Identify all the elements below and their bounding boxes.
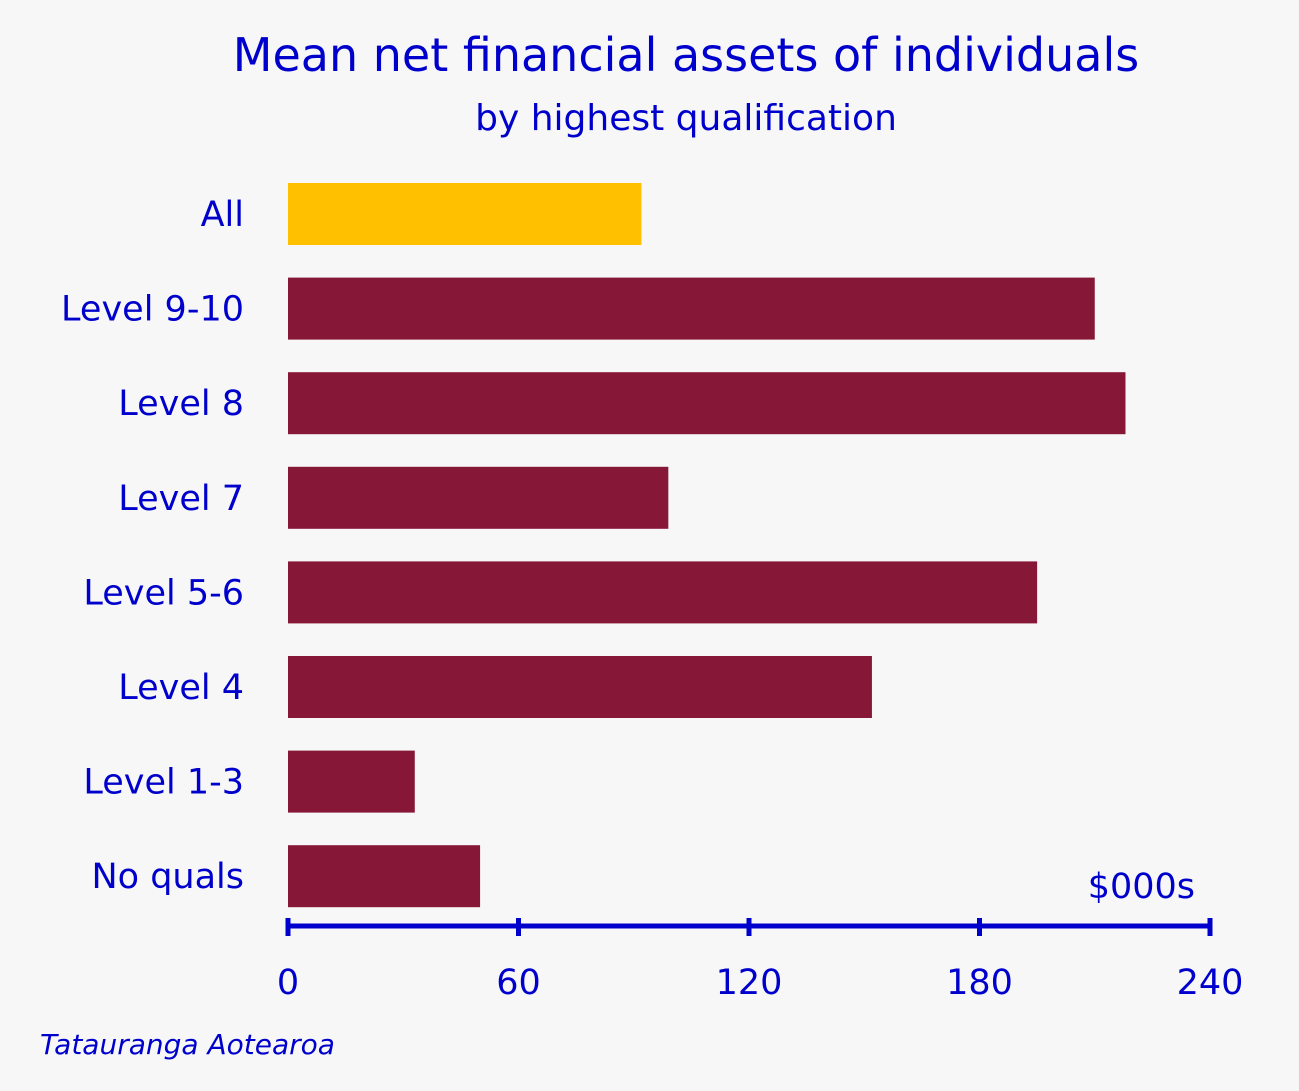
chart-subtitle: by highest qualification	[475, 98, 897, 139]
x-tick-label: 180	[946, 963, 1013, 1003]
category-label: No quals	[91, 857, 244, 897]
source-label: Tatauranga Aotearoa	[40, 1028, 335, 1061]
bar-level-4	[288, 656, 872, 718]
category-label: Level 5-6	[83, 573, 244, 613]
x-tick-label: 0	[277, 963, 299, 1003]
x-tick-label: 240	[1177, 963, 1244, 1003]
x-tick-label: 120	[716, 963, 783, 1003]
category-label: All	[201, 195, 244, 235]
chart-title: Mean net financial assets of individuals	[232, 28, 1140, 82]
bar-level-8	[288, 372, 1126, 435]
x-tick-label: 60	[496, 963, 541, 1003]
category-label: Level 4	[118, 668, 244, 708]
bar-no-quals	[288, 845, 481, 908]
category-label: Level 1-3	[83, 763, 244, 803]
category-label: Level 9-10	[61, 290, 244, 330]
bar-level-7	[288, 466, 669, 529]
x-axis-unit-label: $000s	[1088, 867, 1195, 907]
bar-all	[288, 183, 642, 245]
bar-level-5-6	[288, 561, 1038, 624]
category-label: Level 8	[118, 384, 244, 424]
category-label: Level 7	[118, 479, 244, 519]
bar-level-1-3	[288, 750, 415, 813]
bar-level-9-10	[288, 277, 1095, 340]
